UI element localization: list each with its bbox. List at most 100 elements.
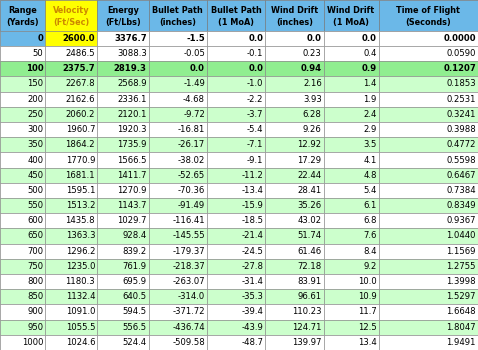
Bar	[45, 183, 97, 198]
Text: 11.7: 11.7	[358, 308, 377, 316]
Bar	[97, 213, 149, 229]
Bar	[45, 107, 97, 122]
Bar	[149, 304, 207, 320]
Bar	[324, 198, 379, 213]
Text: 1.0440: 1.0440	[446, 231, 476, 240]
Text: 4.8: 4.8	[363, 171, 377, 180]
Text: 1513.2: 1513.2	[65, 201, 95, 210]
Text: -31.4: -31.4	[241, 277, 263, 286]
Text: 550: 550	[27, 201, 43, 210]
Text: (Yards): (Yards)	[6, 18, 39, 27]
Bar	[207, 76, 265, 92]
Text: 0.0000: 0.0000	[444, 34, 476, 43]
Bar	[207, 320, 265, 335]
Bar	[149, 183, 207, 198]
Bar	[45, 46, 97, 61]
Bar	[324, 259, 379, 274]
Bar	[207, 168, 265, 183]
Text: Bullet Path: Bullet Path	[211, 6, 261, 15]
Text: -2.2: -2.2	[247, 95, 263, 104]
Text: 1.5297: 1.5297	[446, 292, 476, 301]
Text: 0.0: 0.0	[307, 34, 322, 43]
Text: 0.7384: 0.7384	[446, 186, 476, 195]
Text: -1.5: -1.5	[186, 34, 205, 43]
Text: 1864.2: 1864.2	[65, 140, 95, 149]
Text: -3.7: -3.7	[247, 110, 263, 119]
Text: 2.9: 2.9	[363, 125, 377, 134]
Bar	[97, 92, 149, 107]
Text: 0.9: 0.9	[361, 64, 377, 73]
Bar	[207, 274, 265, 289]
Bar	[265, 198, 324, 213]
Bar	[379, 168, 478, 183]
Bar	[207, 259, 265, 274]
Bar	[265, 229, 324, 244]
Text: -24.5: -24.5	[241, 247, 263, 256]
Text: -436.74: -436.74	[173, 323, 205, 332]
Text: 450: 450	[27, 171, 43, 180]
Bar	[97, 46, 149, 61]
Text: 2600.0: 2600.0	[63, 34, 95, 43]
Text: -13.4: -13.4	[241, 186, 263, 195]
Bar	[45, 31, 97, 46]
Bar	[265, 274, 324, 289]
Bar	[265, 244, 324, 259]
Text: 6.1: 6.1	[363, 201, 377, 210]
Bar	[265, 259, 324, 274]
Bar	[324, 137, 379, 152]
Text: -70.36: -70.36	[178, 186, 205, 195]
Text: 0.3241: 0.3241	[446, 110, 476, 119]
Text: 1960.7: 1960.7	[65, 125, 95, 134]
Bar	[324, 213, 379, 229]
Text: -314.0: -314.0	[178, 292, 205, 301]
Bar	[324, 31, 379, 46]
Text: 1.9: 1.9	[363, 95, 377, 104]
Bar	[207, 198, 265, 213]
Bar	[324, 335, 379, 350]
Text: (1 MoA): (1 MoA)	[333, 18, 369, 27]
Bar	[379, 304, 478, 320]
Bar	[207, 46, 265, 61]
Bar	[324, 289, 379, 304]
Bar	[324, 122, 379, 137]
Text: -218.37: -218.37	[172, 262, 205, 271]
Text: -7.1: -7.1	[247, 140, 263, 149]
Text: 10.9: 10.9	[358, 292, 377, 301]
Text: 761.9: 761.9	[123, 262, 147, 271]
Bar	[207, 289, 265, 304]
Bar	[207, 152, 265, 168]
Bar	[149, 152, 207, 168]
Bar	[0, 274, 45, 289]
Text: 3.93: 3.93	[303, 95, 322, 104]
Text: -4.68: -4.68	[183, 95, 205, 104]
Text: 1235.0: 1235.0	[65, 262, 95, 271]
Bar	[324, 183, 379, 198]
Text: 124.71: 124.71	[292, 323, 322, 332]
Bar	[379, 274, 478, 289]
Text: 1595.1: 1595.1	[65, 186, 95, 195]
Text: 1411.7: 1411.7	[117, 171, 147, 180]
Text: -1.0: -1.0	[247, 79, 263, 89]
Text: 839.2: 839.2	[122, 247, 147, 256]
Bar	[324, 168, 379, 183]
Bar	[149, 92, 207, 107]
Text: -1.49: -1.49	[183, 79, 205, 89]
Text: 7.6: 7.6	[363, 231, 377, 240]
Bar	[265, 76, 324, 92]
Bar	[45, 61, 97, 76]
Bar	[265, 335, 324, 350]
Bar	[379, 183, 478, 198]
Text: -5.4: -5.4	[247, 125, 263, 134]
Text: 2162.6: 2162.6	[65, 95, 95, 104]
Text: 0.0: 0.0	[249, 34, 263, 43]
Text: 1132.4: 1132.4	[65, 292, 95, 301]
Bar	[0, 198, 45, 213]
Bar	[207, 335, 265, 350]
Bar	[207, 304, 265, 320]
Text: Energy: Energy	[107, 6, 139, 15]
Bar	[97, 335, 149, 350]
Bar	[324, 0, 379, 31]
Text: 0.0: 0.0	[190, 64, 205, 73]
Text: 3088.3: 3088.3	[117, 49, 147, 58]
Text: 2336.1: 2336.1	[117, 95, 147, 104]
